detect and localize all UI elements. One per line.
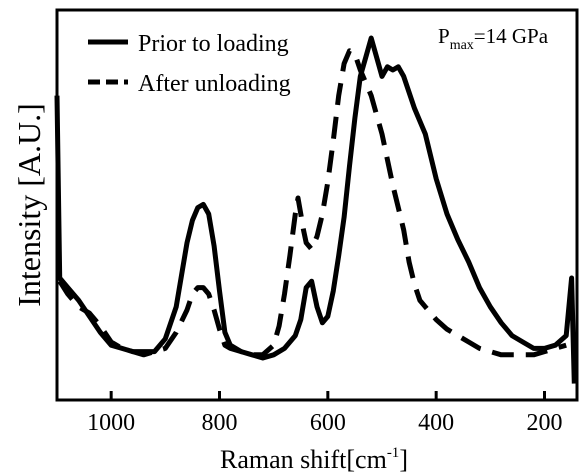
series-line-1	[57, 48, 567, 358]
y-axis-label: Intensity [A.U.]	[11, 103, 47, 307]
legend: Prior to loading After unloading	[88, 31, 291, 97]
x-tick-label: 400	[418, 410, 454, 436]
x-tick-label: 1000	[87, 410, 135, 436]
legend-label-after: After unloading	[138, 71, 291, 97]
x-axis-label: Raman shift[cm-1]	[220, 445, 408, 474]
x-ticks: 1000 800 600 400 200	[87, 391, 563, 436]
x-tick-label: 200	[527, 410, 563, 436]
x-tick-label: 800	[202, 410, 238, 436]
plot-frame	[55, 8, 579, 402]
x-tick-label: 600	[310, 410, 346, 436]
series-line-0	[54, 35, 577, 384]
legend-label-prior: Prior to loading	[138, 31, 289, 57]
series-layer	[54, 35, 577, 384]
pressure-annotation: Pmax=14 GPa	[438, 24, 549, 53]
